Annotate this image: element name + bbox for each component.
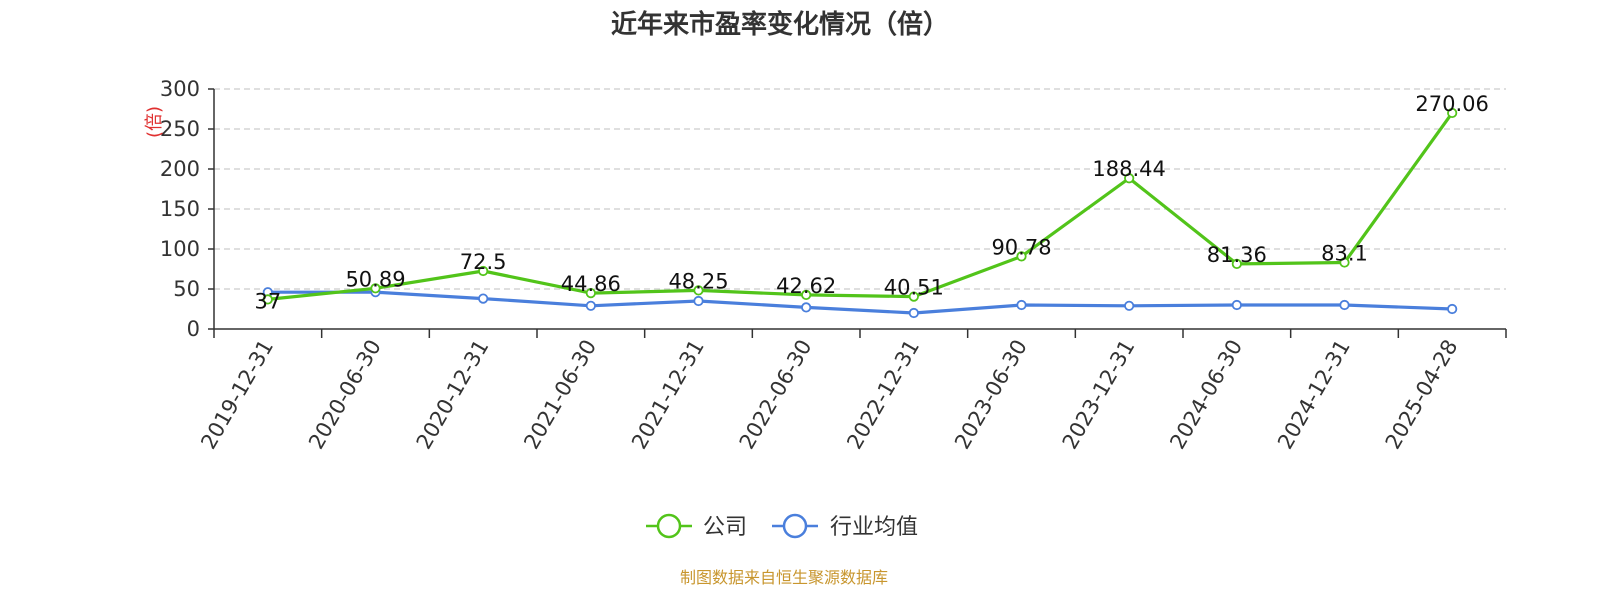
- axis-layer: 0 50 100 150 200 250 300 2019-12-31 2020-06-30 20…: [160, 77, 1507, 454]
- data-point[interactable]: [478, 265, 489, 277]
- y-tick-label: 100: [160, 237, 200, 261]
- data-label: 188.44: [1092, 157, 1165, 181]
- data-label: 90.78: [991, 235, 1051, 259]
- x-tick-label: 2025-04-28: [1381, 336, 1463, 454]
- series-line: [267, 112, 1454, 301]
- data-point[interactable]: [1231, 258, 1242, 270]
- series-layer: [262, 107, 1458, 319]
- series-line: [267, 290, 1453, 315]
- data-label-layer: 37 50.89 72.5 44.86 48.25 42.62 40.51 90.78 188.…: [254, 92, 1488, 313]
- x-tick-label: 2022-12-31: [842, 335, 924, 453]
- data-point[interactable]: [908, 307, 919, 319]
- data-point[interactable]: [693, 295, 704, 307]
- data-label: 42.62: [776, 274, 836, 298]
- data-point[interactable]: [370, 283, 381, 294]
- data-point[interactable]: [585, 288, 596, 299]
- y-tick-label: 150: [160, 197, 200, 221]
- legend-item-company[interactable]: 公司: [646, 513, 747, 540]
- data-label: 83.1: [1321, 242, 1368, 266]
- chart-title: 近年来市盈率变化情况（倍）: [611, 9, 949, 40]
- x-tick-label: 2024-06-30: [1165, 336, 1247, 454]
- data-point[interactable]: [1124, 173, 1135, 184]
- data-label: 81.36: [1207, 243, 1267, 267]
- data-label: 40.51: [884, 276, 944, 300]
- y-tick-label: 200: [160, 157, 200, 181]
- y-tick-label: 300: [160, 77, 200, 101]
- data-point[interactable]: [478, 293, 489, 304]
- data-label: 48.25: [668, 269, 728, 293]
- data-point[interactable]: [1339, 257, 1350, 268]
- data-point[interactable]: [585, 300, 596, 311]
- data-point[interactable]: [1339, 299, 1350, 311]
- data-point[interactable]: [693, 285, 704, 296]
- y-tick-label: 250: [160, 117, 200, 141]
- data-label: 50.89: [345, 267, 405, 291]
- data-point[interactable]: [908, 291, 919, 302]
- data-point[interactable]: [1016, 299, 1027, 311]
- legend-company-marker-icon: [656, 513, 682, 539]
- data-label: 270.06: [1415, 92, 1488, 116]
- data-point[interactable]: [1447, 303, 1458, 315]
- x-tick-label: 2021-12-31: [627, 336, 709, 454]
- data-point[interactable]: [1447, 107, 1458, 119]
- grid-layer: [214, 88, 1506, 290]
- y-tick-label: 50: [173, 277, 200, 301]
- x-tick-label: 2019-12-31: [196, 336, 278, 454]
- data-label: 72.5: [460, 250, 507, 274]
- data-point[interactable]: [1231, 299, 1242, 311]
- x-tick-label: 2024-12-31: [1273, 336, 1355, 454]
- legend[interactable]: 公司 行业均值: [646, 513, 918, 540]
- x-tick-label: 2020-06-30: [304, 336, 386, 454]
- y-tick-label: 0: [187, 317, 200, 341]
- x-tick-label: 2020-12-31: [412, 335, 494, 453]
- data-point[interactable]: [1124, 300, 1135, 311]
- legend-company-label: 公司: [703, 515, 747, 540]
- source-note: 制图数据来自恒生聚源数据库: [680, 568, 888, 587]
- x-tick-label: 2023-12-31: [1058, 336, 1140, 454]
- data-point[interactable]: [1016, 251, 1027, 262]
- data-label: 37: [254, 289, 281, 313]
- legend-item-industry-average[interactable]: 行业均值: [772, 513, 918, 540]
- data-point[interactable]: [801, 289, 812, 301]
- x-tick-label: 2023-06-30: [950, 336, 1032, 454]
- legend-industry-marker-icon: [782, 513, 808, 539]
- y-axis-label: (倍): [144, 106, 165, 138]
- x-tick-label: 2021-06-30: [519, 336, 601, 454]
- x-tick-label: 2022-06-30: [735, 336, 817, 454]
- legend-industry-label: 行业均值: [830, 515, 918, 540]
- data-point[interactable]: [262, 294, 273, 305]
- data-point[interactable]: [801, 302, 812, 313]
- data-label: 44.86: [561, 272, 621, 296]
